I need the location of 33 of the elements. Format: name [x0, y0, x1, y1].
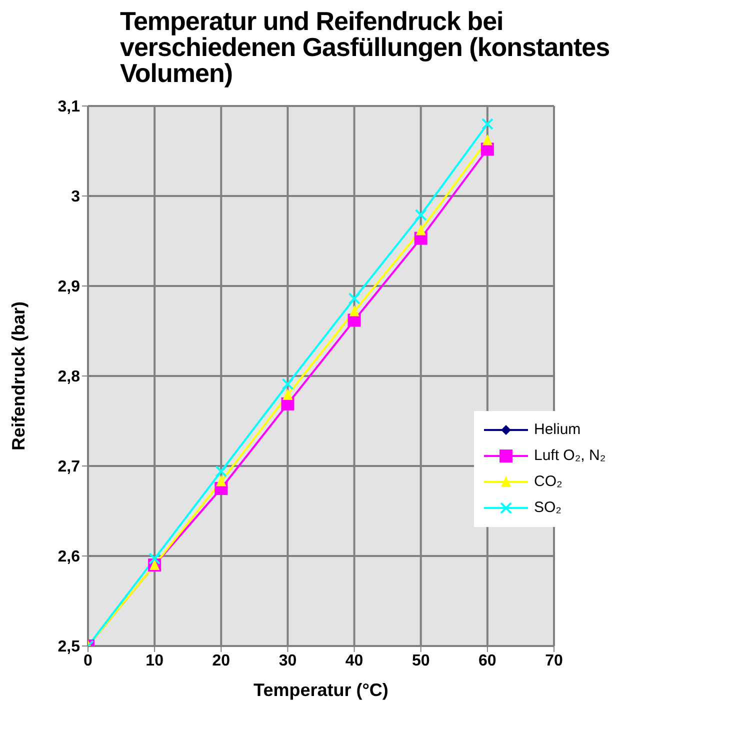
x-tick-label: 50	[412, 652, 430, 670]
point	[215, 465, 228, 478]
x-tick-label: 20	[212, 652, 230, 670]
chart-title: Temperatur und Reifendruck bei verschiedenen Gasfüllungen (konstantes Volumen)	[119, 6, 611, 88]
point	[348, 292, 360, 305]
x-tick-label: 60	[478, 652, 496, 670]
point	[349, 305, 360, 316]
point	[414, 208, 427, 221]
x-tick-label: 10	[146, 652, 164, 670]
point	[481, 118, 494, 130]
y-axis-title: Reifendruck (bar)	[8, 301, 28, 451]
point	[216, 475, 226, 486]
y-tick-label: 3,1	[58, 98, 80, 116]
y-tick-label: 2,5	[58, 638, 80, 656]
y-tick-label: 2,6	[58, 548, 80, 566]
x-axis-title: Temperatur (°C)	[254, 680, 388, 700]
point	[282, 378, 294, 390]
x-tick-label: 30	[278, 652, 297, 670]
x-tick-label: 0	[84, 652, 93, 670]
legend-label: Luft O₂, N₂	[534, 446, 606, 466]
point	[282, 388, 293, 400]
y-tick-label: 2,8	[58, 368, 80, 386]
legend-label: CO₂	[534, 472, 562, 492]
x-tick-label: 70	[545, 652, 563, 670]
legend-label: SO₂	[534, 498, 562, 518]
point	[148, 552, 161, 565]
x-tick-label: 40	[345, 652, 364, 670]
y-tick-label: 2,9	[58, 278, 80, 296]
point	[416, 224, 426, 236]
y-tick-label: 2,7	[58, 458, 80, 476]
y-tick-label: 3	[71, 188, 80, 206]
legend-label: Helium	[534, 420, 581, 440]
point	[482, 134, 492, 146]
